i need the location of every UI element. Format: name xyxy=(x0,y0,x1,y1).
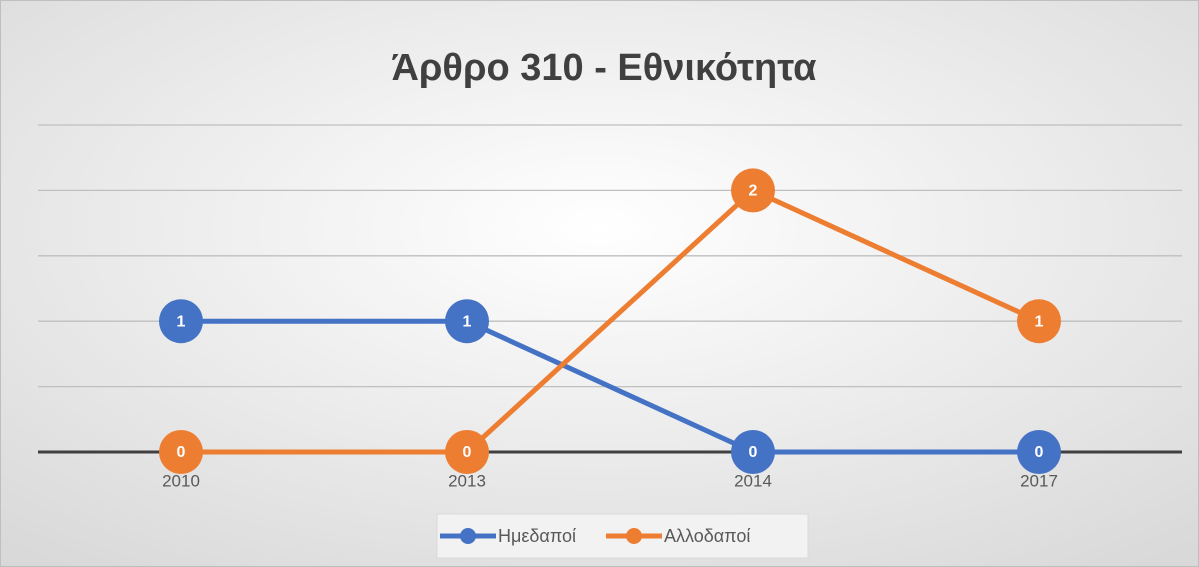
data-point xyxy=(1017,299,1061,344)
x-tick-label: 2014 xyxy=(734,471,772,490)
legend-label: Ημεδαποί xyxy=(498,526,576,546)
x-tick-label: 2013 xyxy=(448,471,486,490)
legend-marker xyxy=(460,528,476,544)
data-label: 1 xyxy=(463,313,472,330)
data-label: 2 xyxy=(749,183,758,200)
data-point xyxy=(445,430,489,474)
x-tick-label: 2010 xyxy=(162,471,200,490)
x-tick-label: 2017 xyxy=(1020,471,1058,490)
data-label: 0 xyxy=(463,444,472,461)
legend: Ημεδαποί Αλλοδαποί xyxy=(436,513,809,559)
data-point xyxy=(731,430,775,474)
data-point xyxy=(159,299,203,344)
legend-label: Αλλοδαποί xyxy=(664,526,750,546)
chart-title: Άρθρο 310 - Εθνικότητα xyxy=(391,47,816,89)
data-label: 0 xyxy=(177,444,186,461)
data-point xyxy=(1017,430,1061,474)
data-label: 0 xyxy=(1035,444,1044,461)
series-line xyxy=(181,187,1041,455)
data-point xyxy=(445,299,489,344)
data-label: 1 xyxy=(177,313,186,330)
data-label: 1 xyxy=(1035,313,1044,330)
series-line xyxy=(181,318,1039,455)
legend-marker xyxy=(626,528,642,544)
data-point xyxy=(731,168,775,213)
data-point xyxy=(159,430,203,474)
data-label: 0 xyxy=(749,444,758,461)
